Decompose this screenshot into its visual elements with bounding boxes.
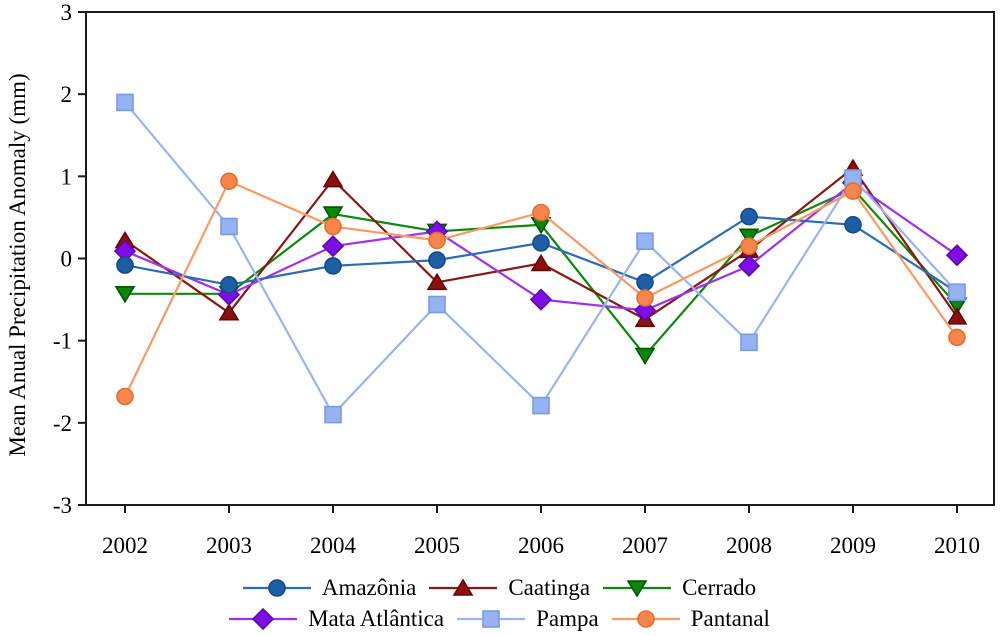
y-axis-tick-label: 2 bbox=[61, 82, 73, 107]
legend-item-pantanal: Pantanal bbox=[609, 604, 774, 634]
legend-label-caatinga: Caatinga bbox=[508, 575, 591, 600]
x-axis-tick-label: 2003 bbox=[206, 533, 252, 558]
legend-label-pampa: Pampa bbox=[536, 606, 599, 631]
legend-item-caatinga: Caatinga bbox=[426, 573, 594, 603]
chart-legend: Amazônia Caatinga Cerrado Mata Atlântica Pam… bbox=[0, 570, 1000, 636]
legend-row: Mata Atlântica Pampa Pantanal bbox=[226, 603, 774, 634]
y-axis-tick-label: 0 bbox=[61, 247, 73, 272]
x-axis-tick-label: 2004 bbox=[310, 533, 357, 558]
cerrado-triangle-down-legend-icon bbox=[603, 579, 672, 598]
amazonia-circle-legend-icon bbox=[242, 578, 311, 597]
y-axis-tick-label: 3 bbox=[61, 0, 73, 25]
legend-item-pampa: Pampa bbox=[454, 604, 603, 634]
y-axis-tick-label: -3 bbox=[53, 493, 72, 518]
legend-item-mata-atlantica: Mata Atlântica bbox=[226, 604, 448, 634]
y-axis-tick-label: 1 bbox=[61, 164, 73, 189]
series-pampa bbox=[116, 93, 966, 424]
x-axis-tick-label: 2009 bbox=[830, 533, 876, 558]
legend-row: Amazônia Caatinga Cerrado bbox=[240, 572, 760, 603]
x-axis-tick-label: 2005 bbox=[414, 533, 460, 558]
y-axis-tick-label: -2 bbox=[53, 411, 72, 436]
y-axis-tick-label: -1 bbox=[53, 329, 72, 354]
y-axis-title: Mean Anual Precipitation Anomaly (mm) bbox=[5, 73, 30, 457]
series-pantanal bbox=[116, 172, 966, 406]
mata-atlantica-diamond-legend-icon bbox=[229, 607, 298, 630]
x-axis-tick-label: 2002 bbox=[102, 533, 148, 558]
caatinga-triangle-up-legend-icon bbox=[429, 577, 498, 596]
legend-label-cerrado: Cerrado bbox=[682, 575, 757, 600]
pantanal-circle-legend-icon bbox=[611, 609, 680, 628]
x-axis-tick-label: 2008 bbox=[726, 533, 772, 558]
legend-label-amazonia: Amazônia bbox=[321, 575, 417, 600]
line-chart-plot: 3 2 1 0 -1 -2 -3 2002 2003 2004 2005 2006 2007 2008 20… bbox=[53, 0, 995, 558]
x-axis-tick-label: 2006 bbox=[518, 533, 564, 558]
legend-item-cerrado: Cerrado bbox=[600, 573, 760, 603]
x-axis-tick-label: 2010 bbox=[934, 533, 980, 558]
legend-item-amazonia: Amazônia bbox=[240, 573, 421, 603]
pampa-square-legend-icon bbox=[457, 609, 526, 628]
legend-label-mata-atlantica: Mata Atlântica bbox=[308, 606, 445, 631]
plot-frame bbox=[85, 11, 995, 506]
legend-label-pantanal: Pantanal bbox=[690, 606, 770, 631]
x-axis-tick-label: 2007 bbox=[622, 533, 668, 558]
